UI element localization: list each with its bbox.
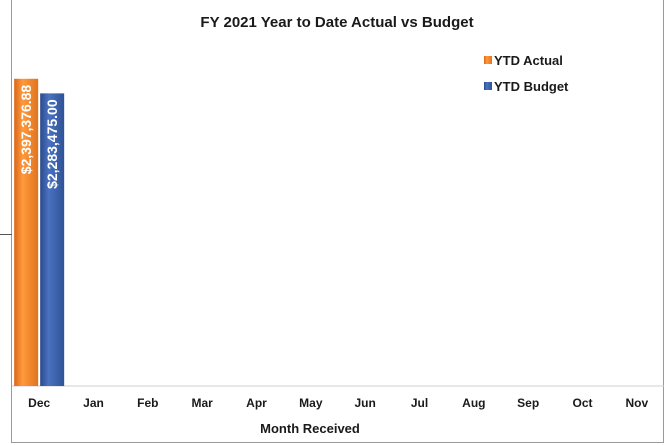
bar-ytd-actual <box>14 78 39 387</box>
legend-swatch-actual <box>484 56 492 64</box>
x-tick-label: Mar <box>191 396 213 410</box>
side-rule <box>0 234 12 235</box>
x-tick-label: Jun <box>354 396 375 410</box>
chart-frame <box>11 0 664 443</box>
legend-label-actual: YTD Actual <box>494 53 563 68</box>
legend-swatch-budget <box>484 82 492 90</box>
bar-ytd-budget <box>40 93 65 387</box>
x-tick-label: Sep <box>517 396 539 410</box>
x-axis-title: Month Received <box>260 421 360 436</box>
x-tick-label: Nov <box>625 396 648 410</box>
x-tick-label: Aug <box>462 396 485 410</box>
bars-layer: $2,397,376.88 $2,283,475.00 <box>14 78 65 387</box>
x-tick-label: Feb <box>137 396 158 410</box>
x-tick-label: Jan <box>83 396 104 410</box>
x-tick-label: Dec <box>28 396 50 410</box>
data-label-ytd-actual: $2,397,376.88 <box>18 85 34 175</box>
x-tick-labels: Dec Jan Feb Mar Apr May Jun Jul Aug Sep Oct Nov <box>28 396 648 410</box>
x-tick-label: May <box>299 396 323 410</box>
x-tick-label: Apr <box>246 396 267 410</box>
chart-title: FY 2021 Year to Date Actual vs Budget <box>200 14 473 31</box>
data-label-ytd-budget: $2,283,475.00 <box>44 99 60 189</box>
x-tick-label: Jul <box>411 396 428 410</box>
x-tick-label: Oct <box>572 396 592 410</box>
legend: YTD Actual YTD Budget <box>484 53 569 94</box>
legend-label-budget: YTD Budget <box>494 79 569 94</box>
